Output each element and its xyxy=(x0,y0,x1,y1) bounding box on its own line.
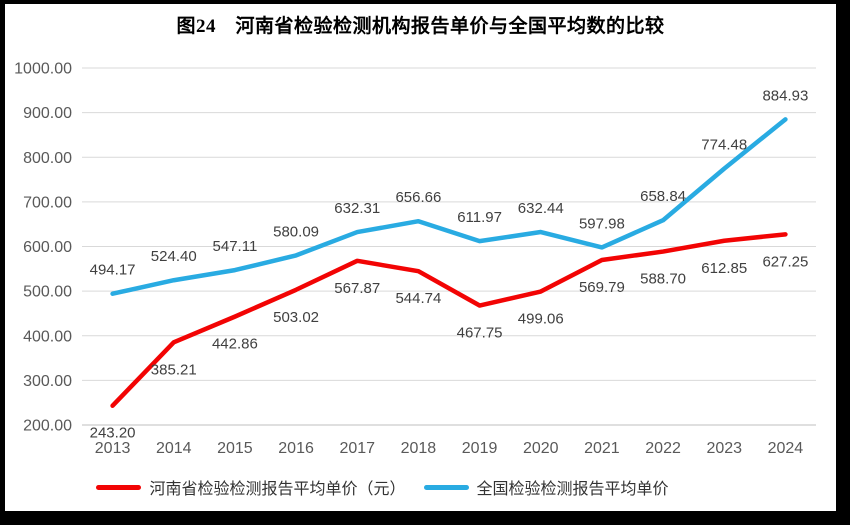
data-label: 884.93 xyxy=(762,87,808,104)
data-label: 243.20 xyxy=(90,425,136,442)
y-axis-tick-label: 500.00 xyxy=(23,284,72,301)
x-axis-tick-label: 2017 xyxy=(339,440,375,457)
data-label: 569.79 xyxy=(579,279,625,296)
y-axis-tick-label: 900.00 xyxy=(23,105,72,122)
data-label: 567.87 xyxy=(334,280,380,297)
y-axis-tick-label: 600.00 xyxy=(23,239,72,256)
x-axis-tick-label: 2021 xyxy=(584,440,620,457)
x-axis-tick-label: 2023 xyxy=(706,440,742,457)
data-label: 442.86 xyxy=(212,336,258,353)
y-axis-tick-label: 300.00 xyxy=(23,373,72,390)
x-axis-tick-label: 2022 xyxy=(645,440,681,457)
data-label: 467.75 xyxy=(457,325,503,342)
data-label: 547.11 xyxy=(213,238,258,255)
data-label: 597.98 xyxy=(579,215,625,232)
legend-swatch-national-icon xyxy=(423,484,469,490)
chart-panel: 图24 河南省检验检测机构报告单价与全国平均数的比较 1000.00 900.00… xyxy=(5,4,836,511)
data-label: 658.84 xyxy=(640,188,686,205)
x-axis-tick-label: 2020 xyxy=(523,440,559,457)
legend-swatch-henan-icon xyxy=(96,484,142,490)
data-label: 524.40 xyxy=(151,248,197,265)
x-axis-tick-label: 2016 xyxy=(278,440,314,457)
x-axis-tick-label: 2018 xyxy=(401,440,437,457)
data-label: 580.09 xyxy=(273,223,319,240)
y-axis-tick-label: 400.00 xyxy=(23,328,72,345)
x-axis-tick-label: 2015 xyxy=(217,440,253,457)
legend-label-henan: 河南省检验检测报告平均单价（元） xyxy=(149,481,406,498)
data-label: 627.25 xyxy=(762,253,808,270)
data-label: 503.02 xyxy=(273,309,319,326)
legend-label-national: 全国检验检测报告平均单价 xyxy=(476,481,669,498)
data-label: 612.85 xyxy=(701,260,747,277)
chart-title: 图24 河南省检验检测机构报告单价与全国平均数的比较 xyxy=(176,16,665,37)
data-label: 385.21 xyxy=(151,361,197,378)
chart-legend: 河南省检验检测报告平均单价（元） 全国检验检测报告平均单价 xyxy=(0,475,798,499)
data-label: 611.97 xyxy=(457,209,502,226)
x-axis-tick-label: 2024 xyxy=(768,440,804,457)
x-axis-tick-label: 2014 xyxy=(156,440,192,457)
y-axis-tick-label: 200.00 xyxy=(23,418,72,435)
x-axis-tick-label: 2019 xyxy=(462,440,498,457)
data-label: 632.44 xyxy=(518,200,564,217)
data-label: 774.48 xyxy=(701,137,747,154)
data-label: 632.31 xyxy=(334,200,380,217)
legend-item-national: 全国检验检测报告平均单价 xyxy=(423,475,669,499)
data-label: 494.17 xyxy=(90,262,136,279)
y-axis-tick-label: 700.00 xyxy=(23,194,72,211)
series-line xyxy=(110,232,788,408)
data-label: 588.70 xyxy=(640,271,686,288)
data-label: 544.74 xyxy=(395,290,441,307)
line-chart: 1000.00 900.00 800.00 700.00 600.00 500.00 400… xyxy=(14,61,816,457)
series-line xyxy=(110,117,788,296)
y-axis-tick-label: 800.00 xyxy=(23,150,72,167)
data-label: 656.66 xyxy=(395,189,441,206)
x-axis-tick-label: 2013 xyxy=(95,440,131,457)
y-axis-tick-label: 1000.00 xyxy=(14,61,72,78)
data-label: 499.06 xyxy=(518,311,564,328)
legend-item-henan: 河南省检验检测报告平均单价（元） xyxy=(96,475,406,499)
